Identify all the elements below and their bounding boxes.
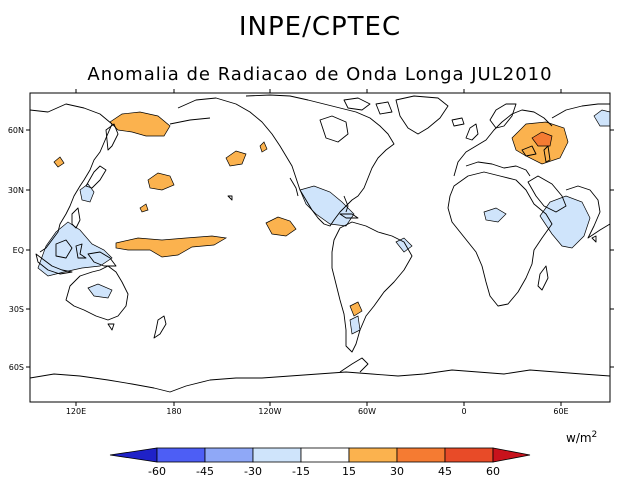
coastline-tasmania [107, 323, 115, 331]
anomaly-patch-positive [349, 301, 363, 317]
coastline-north-america [177, 94, 395, 227]
colorbar-tick-label: -30 [244, 465, 262, 478]
coastline-kamchatka [105, 123, 119, 151]
colorbar-tick-label: -45 [196, 465, 214, 478]
colorbar-box [300, 447, 350, 463]
anomaly-patch-positive [265, 216, 297, 237]
coastline-iceland [451, 117, 465, 127]
lat-label-30s: 30S [9, 305, 24, 314]
colorbar: -60 -45 -30 -15 15 30 45 60 [109, 447, 531, 478]
coastline-arctic-russia [551, 103, 610, 119]
colorbar-box [156, 447, 206, 463]
colorbar-arrow-low [109, 447, 158, 463]
coastline-scandinavia [489, 103, 517, 129]
anomaly-patches [37, 109, 610, 335]
anomaly-patch-positive [115, 235, 228, 258]
coastline-borneo [55, 239, 73, 259]
units-exponent: 2 [591, 430, 598, 440]
coastline-sri-lanka [591, 235, 597, 243]
colorbar-arrow-high [492, 447, 531, 463]
coastline-new-guinea [87, 251, 117, 267]
anomaly-patch-positive [225, 150, 247, 167]
colorbar-box [252, 447, 302, 463]
coastline-baja [289, 177, 299, 197]
coastline-black-caspian [521, 145, 551, 163]
lat-label-60n: 60N [8, 126, 24, 135]
coastline-arctic-islands [343, 97, 393, 115]
coastline-cuba [339, 213, 359, 219]
coastline-antarctica [30, 369, 610, 393]
coastline-europe [453, 109, 553, 177]
lon-label-60w: 60W [358, 407, 376, 416]
colorbar-box [396, 447, 446, 463]
coastline-hudson-bay [319, 115, 349, 143]
coastline-aleutians [169, 117, 211, 125]
colorbar-units: w/m2 [566, 430, 597, 445]
lon-label-60e: 60E [553, 407, 568, 416]
lat-label-30n: 30N [8, 186, 24, 195]
lon-label-120w: 120W [258, 407, 281, 416]
longitude-ticks [75, 89, 562, 406]
longitude-labels: 120E 180 120W 60W 0 60E [66, 407, 569, 416]
anomaly-patch-negative [593, 109, 610, 127]
anomaly-patch-positive-strong [531, 131, 553, 147]
anomaly-patch-positive [139, 203, 149, 213]
coastline-sumatra-java [35, 253, 73, 275]
latitude-ticks [26, 129, 614, 368]
anomaly-patch-positive [147, 172, 175, 191]
anomaly-patch-negative [539, 195, 591, 249]
colorbar-tick-label: -15 [292, 465, 310, 478]
coastline-mediterranean [465, 161, 531, 177]
lat-label-60s: 60S [9, 363, 24, 372]
units-base: w/m [566, 431, 592, 445]
lat-label-eq: EQ [13, 246, 24, 255]
coastline-new-zealand [153, 315, 167, 339]
anomaly-patch-negative [483, 207, 507, 223]
latitude-labels: 60N 30N EQ 30S 60S [8, 126, 24, 372]
coastlines [30, 94, 610, 393]
coastline-south-america [331, 221, 413, 353]
coastline-antarctic-peninsula [339, 357, 369, 373]
colorbar-box [204, 447, 254, 463]
lon-label-180: 180 [166, 407, 181, 416]
map-frame [29, 92, 611, 403]
coastline-florida [343, 195, 349, 213]
coastline-greenland [395, 95, 449, 135]
colorbar-tick-label: -60 [148, 465, 166, 478]
coastline-east-asia [30, 103, 113, 253]
coastline-india-seasia [565, 185, 610, 239]
coastline-africa [447, 171, 553, 307]
lon-label-0: 0 [461, 407, 466, 416]
colorbar-tick-label: 15 [342, 465, 356, 478]
coastline-british-isles [465, 123, 479, 141]
colorbar-tick-label: 45 [438, 465, 452, 478]
coastline-philippines [71, 207, 81, 229]
organization-title: INPE/CPTEC [238, 12, 402, 42]
anomaly-patch-negative [87, 283, 113, 299]
coastline-australia [65, 265, 129, 321]
colorbar-tick-label: 60 [486, 465, 500, 478]
coastline-japan [85, 165, 107, 189]
anomaly-patch-negative [37, 221, 113, 277]
coastline-sulawesi [75, 243, 87, 259]
colorbar-tick-label: 30 [390, 465, 404, 478]
coastline-arabia [527, 175, 567, 213]
colorbar-box [444, 447, 494, 463]
lon-label-120e: 120E [66, 407, 86, 416]
coastline-hawaii [227, 195, 233, 201]
colorbar-box [348, 447, 398, 463]
map-title: Anomalia de Radiacao de Onda Longa JUL20… [87, 64, 553, 85]
anomaly-patch-positive [109, 111, 171, 137]
anomaly-patch-positive [53, 156, 65, 168]
anomaly-patch-positive [259, 141, 268, 153]
coastline-madagascar [537, 265, 549, 291]
